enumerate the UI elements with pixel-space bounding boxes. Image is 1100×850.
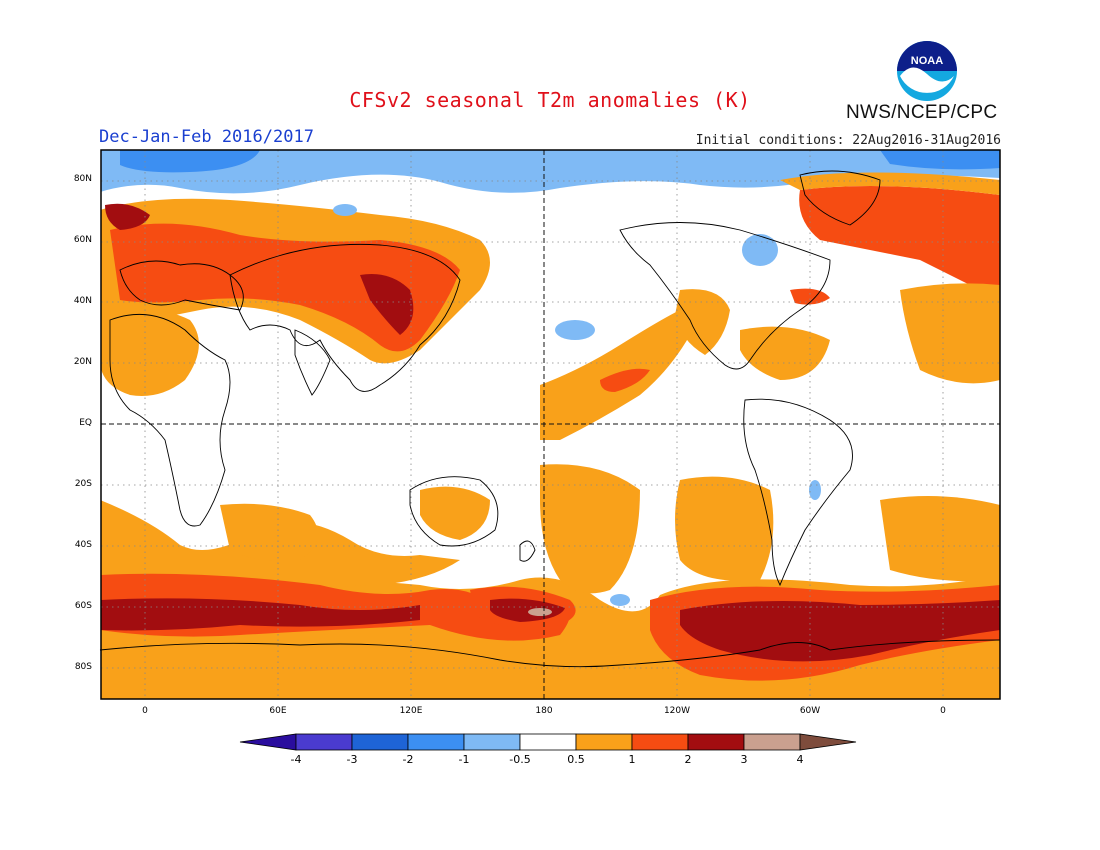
south-pacific-peak [528,608,552,616]
australia-coast [409,476,499,547]
n-america-coast [619,222,831,370]
legend-tick-0-5: 0.5 [567,753,585,766]
gridlines [101,150,1000,699]
legend-tick-3: 3 [740,753,748,766]
eurasia-red [110,223,460,352]
lat-label-eq: EQ [79,418,92,428]
legend-box-5 [519,733,577,751]
lat-label-80n: 80N [73,174,92,184]
map-title: CFSv2 seasonal T2m anomalies (K) [349,88,751,112]
tropical-pacific-red [600,368,650,392]
lon-label-0: 0 [142,706,148,716]
legend-box-4 [463,733,521,751]
arctic-cold-core [120,150,260,173]
lon-label-180: 180 [535,706,553,716]
anomaly-fields [101,150,1000,699]
se-pacific-orange [675,476,774,581]
arctic-cold-anomaly [101,150,1000,194]
south-atlantic-orange [880,496,1000,582]
legend-tick-4: 4 [796,753,804,766]
lat-label-20n: 20N [73,357,92,367]
legend-box-3 [407,733,465,751]
west-atlantic-east-orange [900,283,1000,384]
us-east-red [790,288,830,305]
legend-tick-neg2: -2 [402,753,414,766]
map-frame [100,149,1001,700]
legend-box-7 [631,733,689,751]
africa-coast [109,313,231,527]
south-indian-orange [220,503,318,562]
legend-tick-neg4: -4 [290,753,302,766]
agency-label: NWS/NCEP/CPC [846,102,998,123]
southern-darkred [101,598,420,631]
north-atlantic-orange [780,172,1000,195]
legend-tick-2: 2 [684,753,692,766]
lat-label-40n: 40N [73,296,92,306]
forecast-period: Dec-Jan-Feb 2016/2017 [99,127,314,147]
eurasia-darkred-1 [360,274,414,335]
legend-tick-neg0-5: -0.5 [509,753,531,766]
scandinavia-darkred [105,203,150,230]
legend-box-above-max [799,733,857,751]
lat-label-60s: 60S [74,601,92,611]
initial-conditions: Initial conditions: 22Aug2016-31Aug2016 [695,133,1001,148]
lon-label-120w: 120W [663,706,691,716]
legend-tick-1: 1 [628,753,636,766]
lat-label-60n: 60N [73,235,92,245]
north-pacific-cold [555,320,595,340]
south-pacific-darkred [490,598,565,622]
asia-coast [229,243,461,392]
lon-label-0-east: 0 [940,706,946,716]
europe-coast [119,260,244,311]
noaa-logo-text: NOAA [911,55,943,67]
legend-tick-neg1: -1 [458,753,470,766]
gulf-orange [740,326,830,380]
lat-label-20s: 20S [74,479,92,489]
siberia-cold [333,204,357,216]
arctic-cold-core-2 [880,150,1000,170]
s-america-coast [743,398,853,587]
greenland-coast [799,170,881,226]
legend-box-6 [575,733,633,751]
antarctica-coast [99,639,1001,668]
s-america-cold [809,480,821,500]
legend-box-8 [687,733,745,751]
se-pacific-cold [610,594,630,606]
india-coast [294,329,331,396]
lat-label-80s: 80S [74,662,92,672]
noaa-logo: NOAA [897,41,957,101]
new-zealand-coast [519,540,536,562]
legend-box-below-min [239,733,297,751]
legend-box-1 [295,733,353,751]
legend-box-9 [743,733,801,751]
lon-label-60e: 60E [269,706,287,716]
australia-orange [420,486,490,540]
legend-color-boxes [239,733,857,751]
africa-north-orange [101,310,199,396]
lon-label-60w: 60W [799,706,821,716]
coastlines [99,170,1001,668]
lon-label-120e: 120E [399,706,423,716]
legend-tick-neg3: -3 [346,753,358,766]
north-atlantic-red [799,186,1000,300]
lat-label-40s: 40S [74,540,92,550]
southern-darkred-east [680,600,1000,662]
south-pacific-orange [540,464,640,594]
legend-box-2 [351,733,409,751]
n-america-orange [675,289,730,355]
